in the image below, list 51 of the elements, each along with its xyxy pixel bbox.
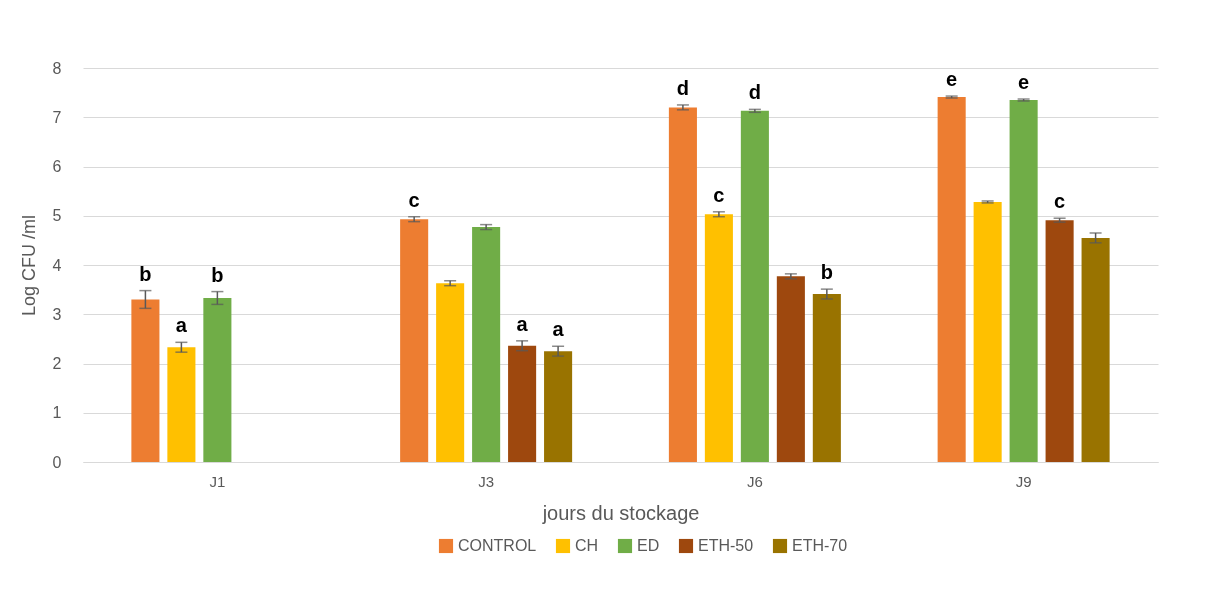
legend-label: CH <box>575 537 599 554</box>
bar <box>508 345 537 462</box>
bar <box>1009 100 1038 462</box>
bar <box>1081 237 1110 462</box>
legend-label: ETH-70 <box>792 537 848 554</box>
bar <box>1045 220 1074 462</box>
bar <box>400 219 429 462</box>
x-axis-title: jours du stockage <box>541 501 700 524</box>
x-tick-label: J6 <box>746 472 763 490</box>
y-tick-label: 2 <box>52 355 62 372</box>
bar <box>131 299 160 462</box>
data-label: b <box>139 262 152 285</box>
bar <box>544 351 573 462</box>
data-label: b <box>820 261 833 284</box>
data-label: e <box>1018 71 1030 94</box>
y-tick-label: 1 <box>52 404 62 422</box>
data-label: b <box>211 263 224 286</box>
bar <box>203 298 232 462</box>
data-label: a <box>516 312 529 335</box>
data-label: e <box>946 68 958 91</box>
y-tick-label: 8 <box>52 59 62 77</box>
bar <box>668 107 697 462</box>
y-tick-label: 4 <box>52 256 62 274</box>
data-label: c <box>408 188 420 211</box>
data-label: a <box>552 318 565 341</box>
data-label: d <box>676 76 690 99</box>
y-tick-label: 7 <box>52 108 62 126</box>
bar <box>937 97 966 462</box>
legend-label: CONTROL <box>458 537 537 554</box>
bar <box>472 227 501 462</box>
data-label: c <box>1054 190 1066 213</box>
bar <box>704 214 733 462</box>
bar <box>740 110 769 462</box>
data-label: d <box>748 81 761 104</box>
bar <box>812 294 841 462</box>
x-tick-label: J1 <box>209 472 226 490</box>
x-tick-label: J9 <box>1015 472 1032 490</box>
y-tick-label: 6 <box>52 158 62 175</box>
bar <box>973 201 1002 462</box>
legend-label: ED <box>637 537 660 554</box>
bar <box>167 347 196 462</box>
bar <box>436 283 465 462</box>
bar <box>776 276 805 462</box>
x-tick-label: J3 <box>478 472 495 490</box>
y-tick-label: 5 <box>52 207 62 225</box>
y-tick-label: 3 <box>52 305 62 323</box>
y-tick-label: 0 <box>52 453 62 471</box>
data-label: c <box>713 183 725 206</box>
data-label: a <box>175 314 188 337</box>
legend-label: ETH-50 <box>698 537 754 554</box>
y-axis-title: Log CFU /ml <box>18 214 39 317</box>
